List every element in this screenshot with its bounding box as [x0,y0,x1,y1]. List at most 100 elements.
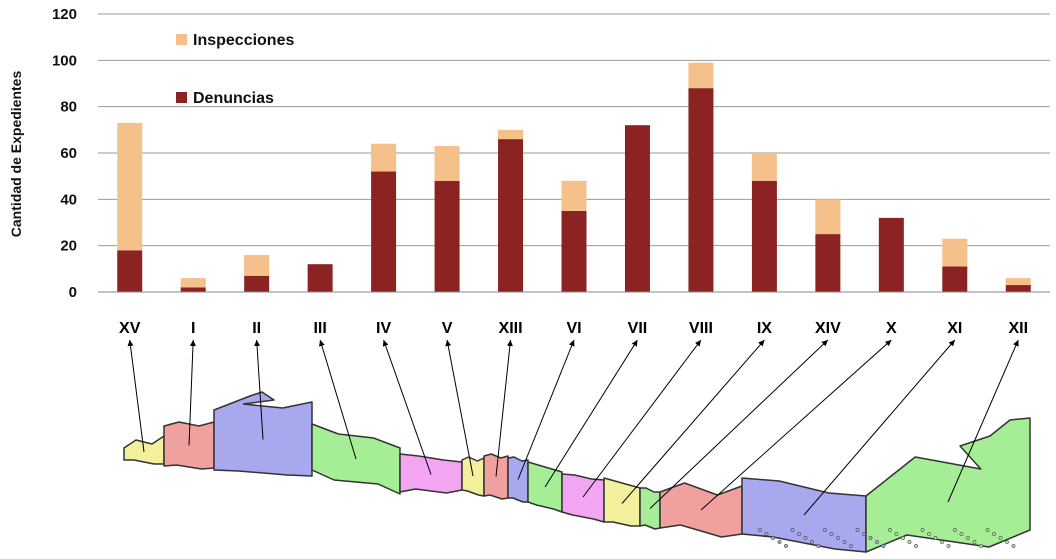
bar-denuncias-xii [1005,285,1031,292]
bar-inspecciones-viii [688,62,714,89]
map-island [849,544,853,548]
bar-inspecciones-xv [117,122,143,251]
category-label-ii: II [252,320,261,337]
category-label-viii: VIII [689,320,713,337]
map-island [985,528,990,532]
map-island [855,528,860,532]
pointer-arrow-i [188,339,196,446]
y-axis-label: Cantidad de Expedientes [8,71,24,238]
bar-denuncias-iii [307,264,333,292]
category-label-vi: VI [566,320,581,337]
bar-inspecciones-xi [942,238,968,267]
category-label-v: V [442,320,453,337]
map-island [946,544,951,548]
bar-inspecciones-ii [244,254,270,276]
map-island [901,536,905,540]
y-tick-labels: 0 20 40 60 80 100 120 [52,6,77,301]
bar-denuncias-ii [244,275,270,292]
map-island [771,536,775,540]
map-island [927,532,931,536]
map-island [777,540,782,544]
pointer-arrow-vii [544,339,638,488]
map-island [758,528,762,532]
bar-inspecciones-i [180,278,206,288]
map-island [940,540,944,544]
map-island [888,528,892,532]
pointer-arrow-xii [947,339,1019,503]
pointer-arrow-ix [621,339,765,504]
y-tick-label: 60 [60,145,77,162]
map-island [816,544,821,548]
map-region-v [461,456,485,497]
legend-label-denuncias: Denuncias [193,90,274,107]
bar-denuncias-xi [942,266,968,292]
bar-denuncias-iv [371,171,397,292]
bar-denuncias-i [180,287,206,292]
map-island [972,540,977,544]
bar-inspecciones-xiv [815,199,841,235]
category-label-iv: IV [376,320,391,337]
map-region-xii [865,417,1031,553]
map-island [914,544,918,548]
map-island [966,536,970,540]
y-tick-label: 80 [60,99,77,116]
category-label-xv: XV [119,320,141,337]
map-island [992,532,996,536]
bars [117,62,1031,292]
map-island [907,540,912,544]
pointer-arrow-x [700,339,892,511]
pointer-arrow-iii [318,339,357,460]
category-label-xi: XI [947,320,962,337]
pointer-arrow-xi [803,339,956,516]
pointer-arrow-xiv [649,339,829,509]
pointer-arrow-ii [254,339,264,440]
legend-swatch-denuncias [176,92,187,103]
map-island [790,528,795,532]
bar-inspecciones-vi [561,180,587,211]
map-island [881,544,886,548]
map-island [1011,544,1016,548]
category-label-ix: IX [757,320,772,337]
bar-inspecciones-v [434,146,460,181]
map-island [953,528,957,532]
map-island [868,536,873,540]
map-island [894,532,899,536]
bar-inspecciones-iv [371,143,397,172]
map-island [829,532,834,536]
legend-label-inspecciones: Inspecciones [193,32,294,49]
y-tick-label: 0 [69,284,77,301]
pointer-arrow-xv [127,339,145,453]
y-tick-label: 100 [52,52,77,69]
map-region-viii [561,473,605,523]
legend: Inspecciones Denuncias [176,32,294,107]
map-island [764,532,769,536]
bar-denuncias-xiii [498,139,524,292]
bar-inspecciones-xiii [498,129,524,140]
pointer-arrow-iv [382,339,432,475]
pointer-arrow-xiii [495,339,513,477]
category-label-i: I [191,320,195,337]
map-island [998,536,1003,540]
legend-swatch-inspecciones [176,34,187,45]
category-label-xiv: XIV [815,320,841,337]
pointer-arrow-viii [582,339,702,498]
bar-denuncias-viii [688,88,714,292]
map-island [836,536,840,540]
bar-denuncias-vi [561,210,587,292]
category-labels: XV I II III IV V XIII VI VII VIII IX XIV X XI XII [119,320,1028,337]
category-label-iii: III [313,320,326,337]
pointer-arrow-v [445,339,474,477]
map-island [810,540,814,544]
category-label-x: X [886,320,897,337]
category-label-xiii: XIII [499,320,523,337]
y-tick-label: 120 [52,6,77,23]
map-island [933,536,938,540]
y-tick-label: 20 [60,238,77,255]
map-island [959,532,964,536]
map-island [920,528,925,532]
category-label-vii: VII [628,320,648,337]
map-island [875,540,879,544]
y-tick-label: 40 [60,191,77,208]
category-label-xii: XII [1008,320,1028,337]
